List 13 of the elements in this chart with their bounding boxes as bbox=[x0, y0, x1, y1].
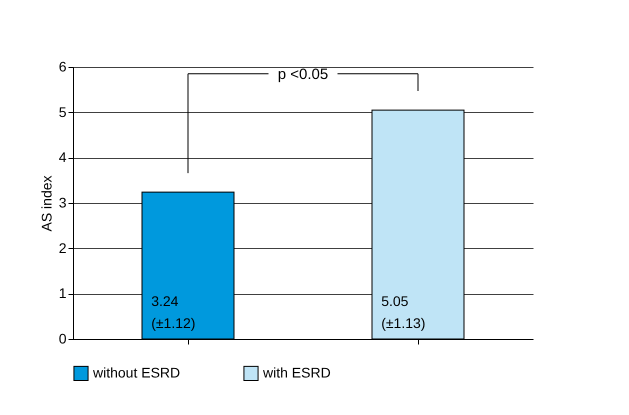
y-tick-label: 4 bbox=[58, 149, 67, 166]
data-label: 5.05 (±1.13) bbox=[381, 293, 426, 331]
y-axis-title: AS index bbox=[38, 175, 55, 232]
data-label: 3.24 (±1.12) bbox=[151, 293, 196, 331]
annotation: p <0.05 bbox=[278, 66, 328, 83]
y-tick-label: 1 bbox=[58, 285, 67, 302]
y-tick-label: 0 bbox=[58, 330, 67, 346]
y-tick-label: 3 bbox=[58, 194, 67, 210]
y-tick-label: 6 bbox=[58, 58, 67, 74]
y-tick-label: 2 bbox=[58, 240, 67, 256]
legend-label: with ESRD bbox=[262, 364, 331, 380]
y-tick-label: 5 bbox=[58, 104, 67, 120]
legend-label: without ESRD bbox=[92, 364, 180, 380]
